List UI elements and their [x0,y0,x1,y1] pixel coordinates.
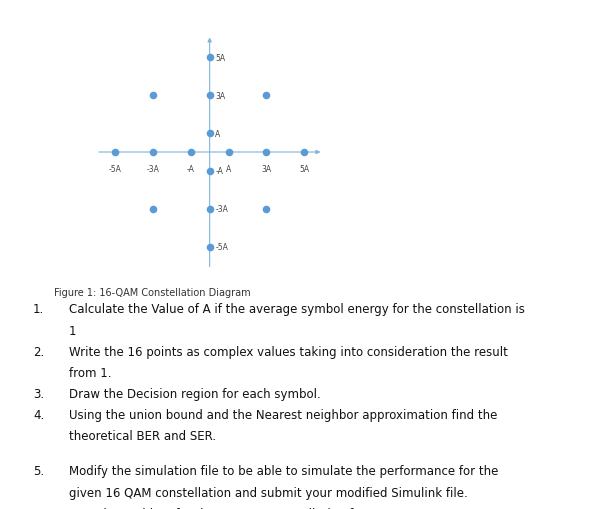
Point [205,54,214,62]
Point [224,149,234,157]
Text: theoretical BER and SER.: theoretical BER and SER. [69,430,216,442]
Text: -5A: -5A [215,243,228,252]
Point [262,149,271,157]
Point [148,205,158,213]
Point [205,92,214,100]
Text: Modify the simulation file to be able to simulate the performance for the: Modify the simulation file to be able to… [69,464,498,477]
Text: Using the union bound and the Nearest neighbor approximation find the: Using the union bound and the Nearest ne… [69,408,497,421]
Text: -3A: -3A [146,165,159,174]
Point [205,130,214,138]
Text: 5A: 5A [215,53,225,63]
Point [262,92,271,100]
Text: -A: -A [187,165,195,174]
Text: Calculate the Value of A if the average symbol energy for the constellation is: Calculate the Value of A if the average … [69,303,525,316]
Text: given 16 QAM constellation and submit your modified Simulink file.: given 16 QAM constellation and submit yo… [69,486,468,498]
Point [300,149,309,157]
Point [186,149,195,157]
Text: A: A [215,129,220,138]
Point [205,167,214,176]
Text: Figure 1: 16-QAM Constellation Diagram: Figure 1: 16-QAM Constellation Diagram [54,288,250,298]
Text: 3A: 3A [215,92,225,100]
Text: 6.: 6. [33,506,44,509]
Text: 4.: 4. [33,408,44,421]
Text: 2.: 2. [33,345,44,358]
Text: Draw the Decision region for each symbol.: Draw the Decision region for each symbol… [69,387,320,400]
Text: A: A [226,165,231,174]
Point [262,205,271,213]
Point [148,92,158,100]
Text: from 1.: from 1. [69,366,111,379]
Text: 3A: 3A [261,165,271,174]
Text: Write the 16 points as complex values taking into consideration the result: Write the 16 points as complex values ta… [69,345,508,358]
Text: 5.: 5. [33,464,44,477]
Text: 1.: 1. [33,303,44,316]
Text: 1: 1 [69,324,77,337]
Point [205,243,214,251]
Text: 5A: 5A [300,165,310,174]
Text: -A: -A [215,167,223,176]
Text: -5A: -5A [108,165,122,174]
Text: Complete Table 1 for the 16-QAM constellation for EBN0 =0:2:24.: Complete Table 1 for the 16-QAM constell… [69,506,456,509]
Point [110,149,120,157]
Point [205,205,214,213]
Point [148,149,158,157]
Text: -3A: -3A [215,205,228,214]
Text: 3.: 3. [33,387,44,400]
